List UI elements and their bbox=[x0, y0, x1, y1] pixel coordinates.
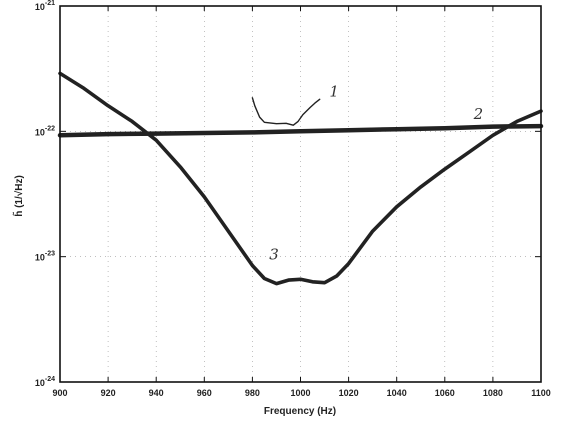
data-curves bbox=[57, 71, 544, 286]
x-axis-label: Frequency (Hz) bbox=[264, 406, 336, 417]
x-tick-label: 1100 bbox=[531, 388, 551, 398]
y-tick-label: 10-24 bbox=[35, 376, 55, 388]
x-tick-label: 1000 bbox=[290, 388, 310, 398]
x-tick-label: 940 bbox=[149, 388, 164, 398]
series-labels: 1 2 3 bbox=[269, 82, 483, 263]
curve-3 bbox=[58, 71, 543, 286]
x-tick-label: 980 bbox=[245, 388, 260, 398]
series-label-2: 2 bbox=[473, 105, 484, 123]
x-tick-label: 920 bbox=[101, 388, 116, 398]
y-tick-label: 10-22 bbox=[35, 125, 55, 137]
axis-ticks bbox=[59, 5, 542, 383]
series-label-1: 1 bbox=[329, 82, 339, 100]
x-tick-label: 1040 bbox=[387, 388, 407, 398]
y-tick-label: 10-21 bbox=[35, 0, 55, 12]
curve-1 bbox=[251, 97, 321, 126]
y-axis-label: h̃ (1/√Hz) bbox=[12, 175, 25, 217]
y-tick-labels: 10-24 10-23 10-22 10-21 bbox=[35, 0, 55, 388]
y-tick-label: 10-23 bbox=[35, 251, 55, 263]
x-tick-label: 1020 bbox=[339, 388, 359, 398]
curve-2 bbox=[57, 123, 544, 138]
plot-frame bbox=[59, 5, 542, 383]
x-tick-label: 900 bbox=[52, 388, 67, 398]
x-tick-label: 1060 bbox=[435, 388, 455, 398]
x-tick-labels: 900 920 940 960 980 1000 1020 1040 1060 1080 1100 bbox=[52, 388, 550, 398]
x-tick-label: 960 bbox=[197, 388, 212, 398]
series-label-3: 3 bbox=[269, 245, 279, 263]
x-tick-label: 1080 bbox=[483, 388, 503, 398]
grid-lines bbox=[60, 6, 541, 382]
